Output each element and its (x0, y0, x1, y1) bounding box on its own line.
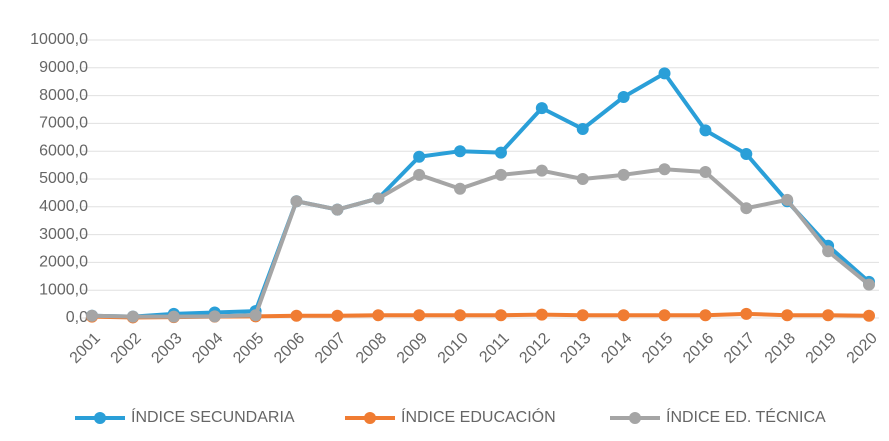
x-tick-label: 2003 (148, 330, 185, 367)
point (126, 310, 139, 323)
point (740, 147, 753, 160)
point (413, 168, 426, 181)
point (822, 309, 835, 322)
point (617, 168, 630, 181)
point (658, 163, 671, 176)
point (454, 145, 467, 158)
x-tick-label: 2019 (803, 330, 840, 367)
point (290, 195, 303, 208)
point (167, 310, 180, 323)
x-tick-label: 2020 (844, 330, 881, 367)
x-tick-label: 2016 (680, 330, 717, 367)
y-tick-label: 6000,0 (39, 142, 88, 159)
x-tick-label: 2014 (598, 330, 635, 367)
legend-label: ÍNDICE ED. TÉCNICA (666, 407, 826, 426)
point (454, 182, 467, 195)
x-tick-label: 2018 (762, 330, 799, 367)
x-tick-label: 2009 (394, 330, 431, 367)
point (494, 146, 507, 159)
point (535, 102, 548, 115)
y-tick-label: 10000,0 (30, 31, 88, 48)
point (658, 309, 671, 322)
point (535, 164, 548, 177)
x-tick-label: 2013 (557, 330, 594, 367)
point (781, 193, 794, 206)
point (658, 67, 671, 80)
x-tick-label: 2002 (108, 330, 145, 367)
y-tick-label: 4000,0 (39, 198, 88, 215)
x-tick-label: 2010 (435, 330, 472, 367)
point (494, 168, 507, 181)
point (86, 309, 98, 322)
x-tick-label: 2008 (353, 330, 390, 367)
point (576, 173, 589, 185)
series-line (91, 71, 871, 319)
point (699, 309, 712, 322)
y-tick-label: 5000,0 (39, 170, 88, 187)
point (372, 192, 385, 205)
legend-label: ÍNDICE SECUNDARIA (131, 407, 295, 426)
point (535, 308, 548, 321)
y-tick-label: 9000,0 (39, 59, 88, 76)
y-tick-label: 0,0 (66, 309, 88, 326)
legend-marker (629, 412, 641, 424)
point (494, 309, 507, 322)
legend-marker (364, 412, 376, 424)
x-tick-label: 2007 (312, 330, 349, 367)
y-tick-label: 3000,0 (39, 226, 88, 243)
point (863, 278, 875, 291)
point (699, 124, 712, 137)
point (822, 245, 835, 258)
point (413, 150, 426, 163)
point (576, 122, 589, 135)
y-tick-label: 8000,0 (39, 87, 88, 104)
point (454, 309, 467, 322)
point (617, 90, 630, 103)
point (740, 202, 753, 215)
x-tick-label: 2017 (721, 330, 758, 367)
point (740, 307, 753, 320)
point (208, 310, 221, 323)
point (249, 309, 262, 322)
point (413, 309, 426, 322)
point (331, 203, 344, 216)
x-tick-label: 2005 (230, 330, 267, 367)
legend-marker (94, 412, 106, 424)
x-tick-label: 2004 (189, 330, 226, 367)
y-tick-label: 7000,0 (39, 115, 88, 132)
point (372, 309, 385, 322)
point (576, 309, 589, 322)
x-tick-label: 2015 (639, 330, 676, 367)
y-tick-label: 2000,0 (39, 254, 88, 271)
x-tick-label: 2011 (476, 330, 512, 366)
point (331, 309, 344, 322)
point (863, 309, 875, 322)
x-tick-label: 2001 (67, 330, 104, 367)
point (290, 309, 303, 322)
point (781, 309, 794, 322)
legend-label: ÍNDICE EDUCACIÓN (401, 407, 556, 426)
point (617, 309, 630, 322)
point (699, 166, 712, 179)
x-tick-label: 2006 (271, 330, 308, 367)
x-tick-label: 2012 (516, 330, 553, 367)
y-tick-label: 1000,0 (39, 281, 88, 298)
series-line (91, 167, 871, 319)
